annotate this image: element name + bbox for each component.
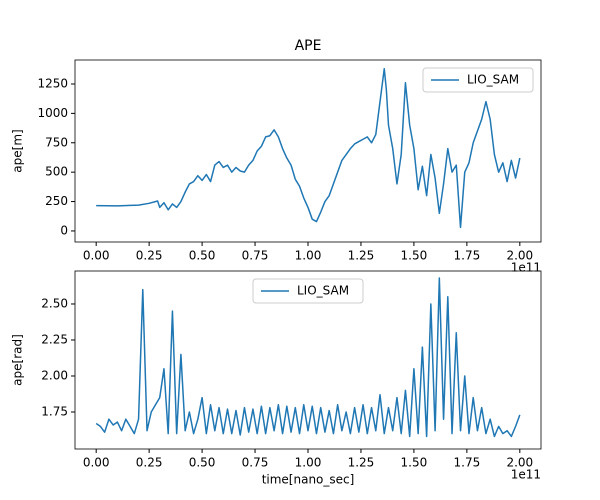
y-tick-label: 0 (60, 223, 68, 237)
legend-box (252, 278, 364, 304)
axes-frame (74, 59, 542, 243)
y-tick-label: 1.75 (41, 404, 68, 418)
y-tick-label: 750 (45, 135, 68, 149)
y-tick-label: 1250 (37, 76, 68, 90)
x-axis-label: time[nano_sec] (262, 473, 355, 487)
legend-label: LIO_SAM (297, 284, 349, 298)
x-tick-label: 0.50 (189, 456, 216, 470)
x-tick-label: 1.25 (348, 249, 375, 263)
chart-title: APE (295, 38, 322, 54)
y-tick-label: 2.25 (41, 332, 68, 346)
x-tick-label: 1.00 (295, 456, 322, 470)
x-tick-label: 1.00 (295, 249, 322, 263)
x-tick-label: 1.75 (454, 249, 481, 263)
x-tick-label: 0.25 (136, 456, 163, 470)
axes-frame (74, 270, 542, 450)
y-tick-label: 2.50 (41, 296, 68, 310)
x-tick-label: 0.25 (136, 249, 163, 263)
x-offset-label: 1e11 (511, 468, 541, 482)
x-tick-label: 1.50 (401, 249, 428, 263)
x-tick-label: 0.75 (242, 249, 269, 263)
x-tick-label: 0.00 (83, 249, 110, 263)
x-tick-label: 0.00 (83, 456, 110, 470)
y-tick-label: 500 (45, 165, 68, 179)
legend-label: LIO_SAM (467, 73, 519, 87)
x-tick-label: 0.50 (189, 249, 216, 263)
y-tick-label: 250 (45, 194, 68, 208)
y-axis-label: ape[m] (11, 129, 25, 172)
x-tick-label: 1.25 (348, 456, 375, 470)
data-line (95, 277, 521, 438)
y-axis-label: ape[rad] (11, 334, 25, 386)
x-tick-label: 2.00 (506, 456, 533, 470)
x-offset-label: 1e11 (511, 261, 541, 275)
data-line (96, 67, 521, 229)
x-tick-label: 1.50 (401, 456, 428, 470)
x-tick-label: 2.00 (506, 249, 533, 263)
y-tick-label: 1000 (37, 106, 68, 120)
x-tick-label: 1.75 (454, 456, 481, 470)
y-tick-label: 2.00 (41, 368, 68, 382)
x-tick-label: 0.75 (242, 456, 269, 470)
legend-box (422, 67, 534, 93)
